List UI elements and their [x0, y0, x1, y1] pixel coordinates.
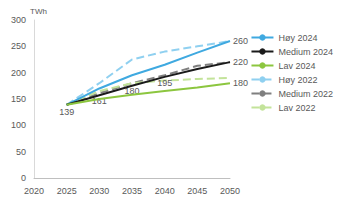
svg-text:300: 300 [11, 15, 26, 25]
svg-text:200: 200 [11, 68, 26, 78]
svg-text:195: 195 [157, 77, 173, 88]
svg-text:100: 100 [11, 120, 26, 130]
svg-text:180: 180 [233, 78, 248, 88]
svg-text:2040: 2040 [155, 186, 175, 196]
svg-text:2020: 2020 [24, 186, 44, 196]
svg-text:2045: 2045 [187, 186, 207, 196]
svg-text:2035: 2035 [122, 186, 142, 196]
svg-text:Medium 2024: Medium 2024 [278, 47, 333, 57]
svg-text:Lav 2022: Lav 2022 [278, 103, 315, 113]
svg-text:Lav 2024: Lav 2024 [278, 61, 315, 71]
svg-text:2030: 2030 [89, 186, 109, 196]
svg-text:260: 260 [233, 36, 248, 46]
svg-text:Medium 2022: Medium 2022 [278, 89, 333, 99]
svg-text:50: 50 [16, 147, 26, 157]
svg-text:139: 139 [59, 107, 74, 117]
svg-text:2025: 2025 [57, 186, 77, 196]
svg-text:150: 150 [11, 94, 26, 104]
svg-text:Høy 2024: Høy 2024 [278, 33, 317, 43]
svg-text:0: 0 [21, 173, 26, 183]
svg-text:250: 250 [11, 41, 26, 51]
svg-text:Høy 2022: Høy 2022 [278, 75, 317, 85]
svg-text:2050: 2050 [220, 186, 240, 196]
svg-text:161: 161 [91, 95, 107, 106]
svg-text:220: 220 [233, 57, 248, 67]
svg-text:TWh: TWh [30, 7, 47, 16]
svg-text:180: 180 [124, 85, 140, 96]
